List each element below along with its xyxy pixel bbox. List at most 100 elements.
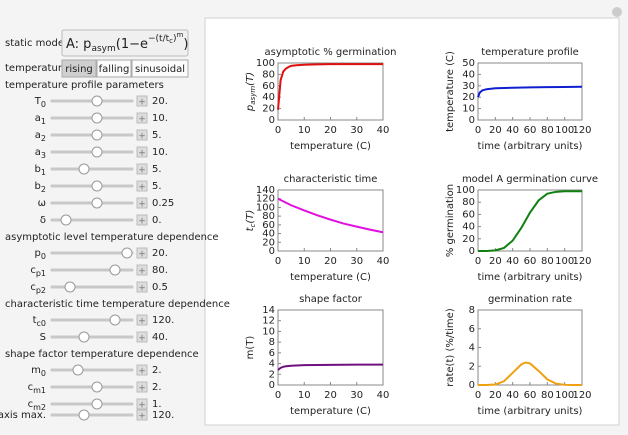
slider-thumb[interactable]: [72, 364, 84, 376]
x-tick-label: 120: [572, 125, 591, 136]
toggle-label: falling: [99, 64, 130, 75]
x-tick-label: 20: [489, 125, 502, 136]
y-tick-label: 120: [256, 194, 275, 205]
slider-label: a1: [35, 113, 46, 126]
label-main: t: [33, 315, 37, 326]
y-tick-label: 80: [262, 211, 275, 222]
slider-thumb[interactable]: [91, 95, 103, 107]
slider-label: t axis max.: [0, 410, 46, 421]
options-button[interactable]: [612, 7, 622, 17]
chart-title: shape factor: [299, 294, 363, 305]
toggle-button[interactable]: [61, 59, 97, 78]
slider-value: 5.: [152, 130, 162, 141]
x-tick-label: 20: [489, 256, 502, 267]
static-model-box[interactable]: [61, 29, 189, 57]
slider-thumb[interactable]: [91, 112, 103, 124]
y-tick-label: 50: [462, 58, 475, 69]
slider-label: δ: [40, 215, 46, 226]
slider-thumb[interactable]: [91, 197, 103, 209]
x-tick-label: 100: [555, 256, 574, 267]
toggle-button[interactable]: [96, 59, 132, 78]
y-tick-label: 40: [462, 69, 475, 80]
expand-button[interactable]: [136, 398, 148, 410]
y-tick-label: 0: [469, 246, 475, 257]
slider-thumb[interactable]: [91, 381, 103, 393]
expand-button[interactable]: [136, 364, 148, 376]
slider-thumb[interactable]: [91, 129, 103, 141]
expand-button[interactable]: [136, 264, 148, 276]
x-tick-label: 0: [475, 256, 481, 267]
label-sub: m1: [33, 386, 46, 395]
slider-label: cm2: [28, 399, 46, 412]
x-axis-label: temperature (C): [290, 406, 371, 417]
slider-thumb[interactable]: [78, 163, 90, 175]
x-axis-label: temperature (C): [290, 141, 371, 152]
data-line: [277, 363, 383, 371]
slider-thumb[interactable]: [91, 146, 103, 158]
controls: rising falling sinusoidal temperature profi…: [0, 59, 230, 422]
expand-button[interactable]: [136, 331, 148, 343]
y-tick-label: 10: [262, 326, 275, 337]
y-axis-label: tc(T): [245, 210, 257, 232]
slider-label: cm1: [28, 382, 46, 395]
expand-button[interactable]: [136, 112, 148, 124]
x-tick-label: 20: [324, 390, 337, 401]
expand-button[interactable]: [136, 247, 148, 259]
y-tick-label: 6: [269, 348, 275, 359]
slider-thumb[interactable]: [121, 247, 133, 259]
expand-button[interactable]: [136, 95, 148, 107]
plus-sign: +: [138, 200, 146, 210]
slider-thumb[interactable]: [109, 314, 121, 326]
static-model-formula: A: pasym(1−e−(t/tc)m): [66, 31, 188, 54]
expand-button[interactable]: [136, 146, 148, 158]
x-tick-label: 0: [275, 390, 281, 401]
expand-button[interactable]: [136, 180, 148, 192]
x-axis-label: temperature (C): [290, 272, 371, 283]
y-tick-label: 2: [469, 361, 475, 372]
y-axis-label: pasym(T): [245, 72, 257, 112]
y-tick-label: 8: [269, 337, 275, 348]
label-main: a: [35, 130, 41, 141]
x-tick-label: 120: [572, 256, 591, 267]
label-main: m: [31, 365, 41, 376]
slider-thumb[interactable]: [91, 398, 103, 410]
x-tick-label: 0: [475, 390, 481, 401]
x-tick-label: 40: [506, 256, 519, 267]
slider-thumb[interactable]: [64, 281, 76, 293]
slider-thumb[interactable]: [78, 409, 90, 421]
toggle-button[interactable]: [131, 59, 189, 78]
x-tick-label: 80: [541, 390, 554, 401]
y-tick-label: 0: [469, 380, 475, 391]
expand-button[interactable]: [136, 129, 148, 141]
label-sub: 0: [41, 252, 46, 261]
expand-button[interactable]: [136, 281, 148, 293]
expand-button[interactable]: [136, 314, 148, 326]
y-tick-label: 60: [262, 220, 275, 231]
x-tick-label: 0: [475, 125, 481, 136]
y-tick-label: 8: [469, 305, 475, 316]
expand-button[interactable]: [136, 409, 148, 421]
slider-thumb[interactable]: [91, 180, 103, 192]
plus-sign: +: [138, 267, 146, 277]
slider-thumb[interactable]: [78, 331, 90, 343]
x-tick-label: 20: [324, 256, 337, 267]
label-sub: c0: [37, 319, 47, 328]
expand-button[interactable]: [136, 214, 148, 226]
section-title: asymptotic level temperature dependence: [5, 232, 219, 243]
chart-title: temperature profile: [481, 47, 579, 58]
expand-button[interactable]: [136, 163, 148, 175]
y-tick-label: 12: [262, 316, 275, 327]
label-main: ω: [38, 198, 46, 209]
slider-value: 10.: [152, 147, 168, 158]
slider-thumb[interactable]: [60, 214, 72, 226]
slider-thumb[interactable]: [109, 264, 121, 276]
label-sub: p1: [36, 269, 46, 278]
expand-button[interactable]: [136, 381, 148, 393]
x-tick-label: 40: [506, 125, 519, 136]
label-sub: 1: [41, 117, 46, 126]
plus-sign: +: [138, 284, 146, 294]
x-tick-label: 80: [541, 256, 554, 267]
expand-button[interactable]: [136, 197, 148, 209]
x-tick-label: 60: [524, 256, 537, 267]
toggle-label: sinusoidal: [135, 64, 185, 75]
